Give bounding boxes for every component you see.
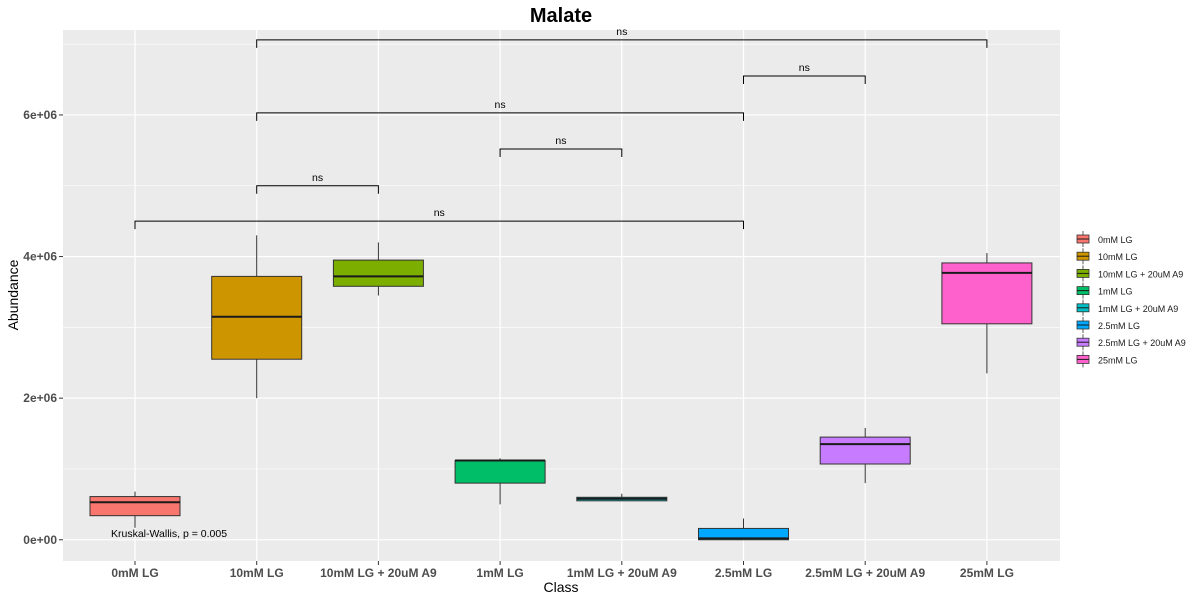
- significance-label: ns: [495, 99, 506, 111]
- box-8: [941, 253, 1033, 374]
- legend-item: 0mM LG: [1076, 231, 1133, 247]
- legend-item: 2.5mM LG: [1076, 317, 1140, 333]
- box-iqr: [332, 259, 424, 287]
- significance-label: ns: [799, 62, 810, 74]
- box-7: [819, 427, 911, 484]
- x-tick-label: 1mM LG: [476, 566, 523, 580]
- legend: 0mM LG 10mM LG 10mM LG + 20uM A9 1mM LG 1mM …: [1076, 231, 1186, 368]
- y-axis: 0e+00 2e+06 4e+06 6e+06: [23, 108, 63, 547]
- bracket-line: [256, 39, 988, 48]
- legend-item: 25mM LG: [1076, 351, 1138, 368]
- y-axis-title: Abundance: [5, 259, 21, 330]
- box-iqr: [698, 527, 789, 541]
- x-tick-label: 10mM LG: [230, 566, 284, 580]
- legend-item: 1mM LG: [1076, 282, 1133, 299]
- x-tick-label: 1mM LG + 20uM A9: [567, 566, 677, 580]
- legend-label: 10mM LG: [1098, 252, 1138, 262]
- box-3: [332, 242, 424, 296]
- x-tick-label: 0mM LG: [111, 566, 158, 580]
- box-iqr: [89, 496, 181, 517]
- legend-label: 0mM LG: [1098, 235, 1133, 245]
- legend-label: 25mM LG: [1098, 355, 1138, 365]
- x-tick-label: 2.5mM LG + 20uM A9: [805, 566, 925, 580]
- significance-label: ns: [616, 26, 627, 38]
- bracket-line: [256, 112, 744, 121]
- x-tick-label: 2.5mM LG: [715, 566, 772, 580]
- y-tick-label: 2e+06: [23, 391, 57, 405]
- box-series: [89, 235, 1033, 541]
- legend-item: 10mM LG: [1076, 248, 1138, 265]
- comparison-bracket: ns: [743, 62, 866, 85]
- legend-label: 2.5mM LG: [1098, 321, 1140, 331]
- y-tick-label: 0e+00: [23, 533, 57, 547]
- comparison-bracket: ns: [134, 207, 744, 230]
- legend-item: 1mM LG + 20uM A9: [1076, 299, 1178, 316]
- bracket-line: [134, 220, 744, 230]
- bracket-line: [256, 185, 379, 194]
- significance-label: ns: [312, 172, 323, 184]
- x-axis-title: Class: [543, 579, 578, 595]
- y-tick-label: 6e+06: [23, 108, 57, 122]
- legend-label: 10mM LG + 20uM A9: [1098, 269, 1183, 279]
- legend-item: 2.5mM LG + 20uM A9: [1076, 334, 1186, 351]
- box-1: [89, 491, 181, 528]
- box-iqr: [819, 436, 911, 465]
- kruskal-wallis-annotation: Kruskal-Wallis, p = 0.005: [111, 528, 227, 540]
- comparison-bracket: ns: [256, 26, 988, 48]
- box-iqr: [454, 459, 546, 484]
- y-tick-label: 4e+06: [23, 250, 57, 264]
- legend-item: 10mM LG + 20uM A9: [1076, 265, 1183, 282]
- box-2: [211, 235, 303, 399]
- box-5: [576, 493, 668, 502]
- bracket-line: [499, 148, 623, 157]
- comparison-brackets: ns ns ns ns ns ns: [134, 26, 988, 230]
- x-axis: 0mM LG 10mM LG 10mM LG + 20uM A9 1mM LG 1mM …: [111, 561, 1014, 580]
- x-tick-label: 25mM LG: [960, 566, 1014, 580]
- box-4: [454, 458, 546, 505]
- legend-label: 1mM LG + 20uM A9: [1098, 304, 1178, 314]
- bracket-line: [743, 75, 866, 85]
- comparison-bracket: ns: [256, 172, 379, 194]
- significance-label: ns: [434, 207, 445, 219]
- chart-title: Malate: [530, 5, 592, 27]
- box-iqr: [211, 275, 303, 360]
- comparison-bracket: ns: [256, 99, 744, 121]
- legend-label: 2.5mM LG + 20uM A9: [1098, 338, 1186, 348]
- comparison-bracket: ns: [499, 135, 623, 157]
- significance-label: ns: [555, 135, 566, 147]
- box-6: [698, 518, 789, 541]
- legend-label: 1mM LG: [1098, 287, 1133, 297]
- x-tick-label: 10mM LG + 20uM A9: [320, 566, 437, 580]
